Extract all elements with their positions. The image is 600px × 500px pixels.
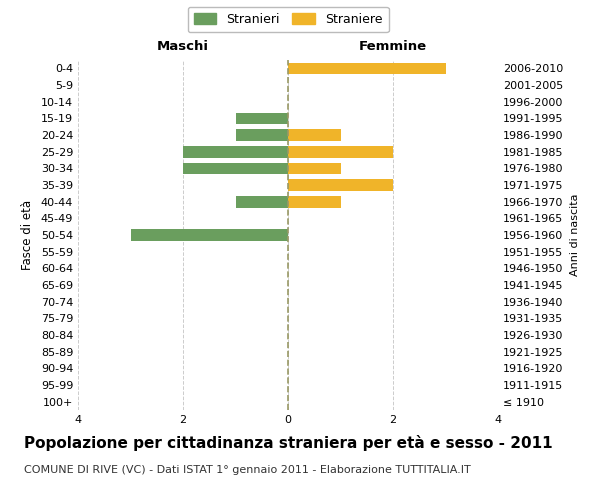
Bar [288,146,393,158]
Text: Maschi: Maschi [157,40,209,54]
Bar [288,129,341,141]
Bar [288,196,341,207]
Bar [288,179,393,191]
Bar [288,62,445,74]
Bar [235,129,288,141]
Bar [183,162,288,174]
Text: Femmine: Femmine [359,40,427,54]
Y-axis label: Anni di nascita: Anni di nascita [571,194,580,276]
Bar [183,146,288,158]
Bar [235,196,288,207]
Text: Popolazione per cittadinanza straniera per età e sesso - 2011: Popolazione per cittadinanza straniera p… [24,435,553,451]
Y-axis label: Fasce di età: Fasce di età [21,200,34,270]
Bar [130,229,288,241]
Text: COMUNE DI RIVE (VC) - Dati ISTAT 1° gennaio 2011 - Elaborazione TUTTITALIA.IT: COMUNE DI RIVE (VC) - Dati ISTAT 1° genn… [24,465,471,475]
Bar [235,112,288,124]
Bar [288,162,341,174]
Legend: Stranieri, Straniere: Stranieri, Straniere [187,7,389,32]
